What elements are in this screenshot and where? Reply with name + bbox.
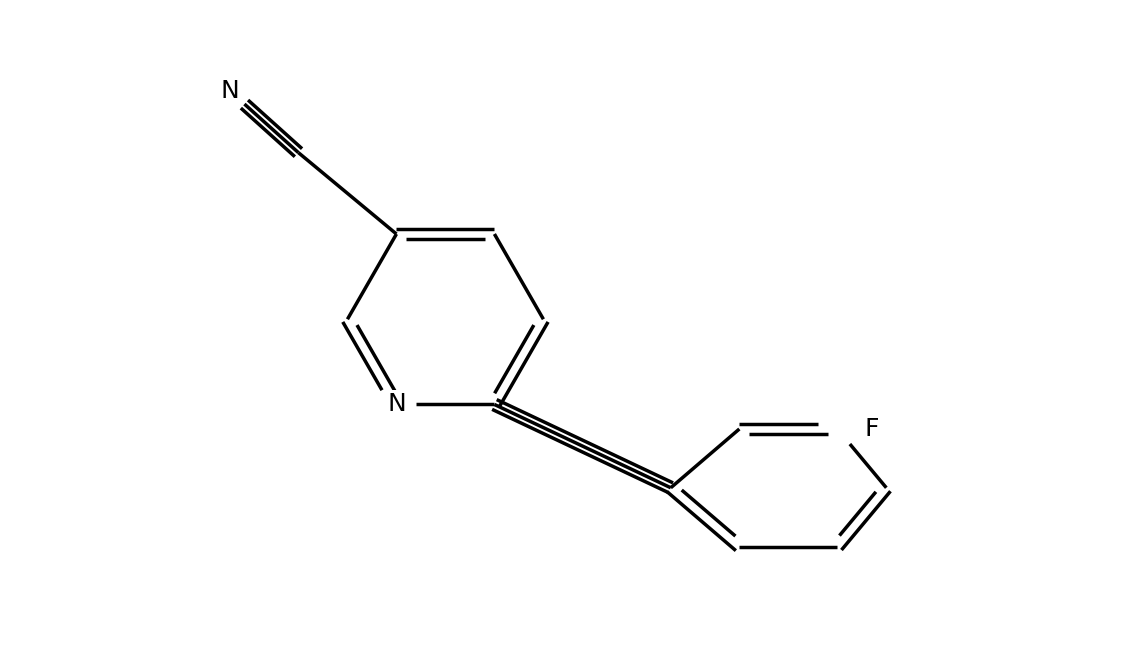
Text: F: F [865, 417, 879, 441]
Text: N: N [221, 79, 239, 103]
Text: N: N [387, 393, 405, 416]
